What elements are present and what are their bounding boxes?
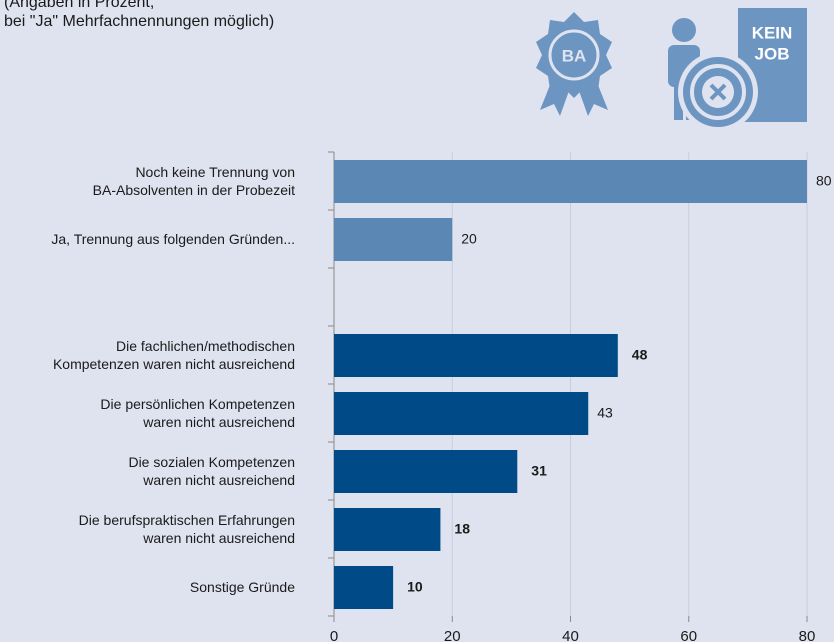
bar	[334, 508, 441, 551]
bar	[334, 160, 807, 203]
badge-icon: BA	[536, 12, 612, 116]
value-label: 10	[407, 579, 423, 595]
value-label: 48	[632, 347, 648, 363]
subtitle: (Angaben in Prozent,	[4, 0, 154, 11]
bar	[334, 392, 589, 435]
category-label: Ja, Trennung aus folgenden Gründen...	[51, 231, 295, 247]
x-tick-label: 80	[799, 628, 816, 642]
bar	[334, 334, 618, 377]
category-label: Die sozialen Kompetenzen waren nicht ausr…	[128, 454, 295, 488]
sign-text: KEIN	[752, 23, 793, 42]
reject-icon	[678, 52, 758, 132]
value-label: 43	[597, 405, 613, 421]
category-label: Die fachlichen/methodischen Kompetenzen w…	[53, 338, 295, 372]
sign-text: JOB	[755, 44, 790, 63]
value-label: 20	[461, 231, 477, 247]
bar	[334, 450, 518, 493]
badge-text: BA	[562, 46, 587, 65]
x-tick-label: 40	[562, 628, 579, 642]
bar	[334, 218, 453, 261]
value-label: 80	[816, 173, 832, 189]
x-tick-label: 20	[444, 628, 461, 642]
category-label: Die persönlichen Kompetenzen waren nicht …	[100, 396, 295, 430]
subtitle: bei "Ja" Mehrfachnennungen möglich)	[4, 13, 274, 30]
x-tick-label: 60	[680, 628, 697, 642]
x-tick-label: 0	[330, 628, 338, 642]
category-label: Noch keine Trennung von BA-Absolventen in…	[93, 164, 295, 198]
category-label: Die berufspraktischen Erfahrungen waren n…	[79, 512, 295, 546]
category-label: Sonstige Gründe	[190, 579, 295, 595]
bar	[334, 566, 394, 609]
value-label: 18	[454, 521, 470, 537]
value-label: 31	[531, 463, 547, 479]
